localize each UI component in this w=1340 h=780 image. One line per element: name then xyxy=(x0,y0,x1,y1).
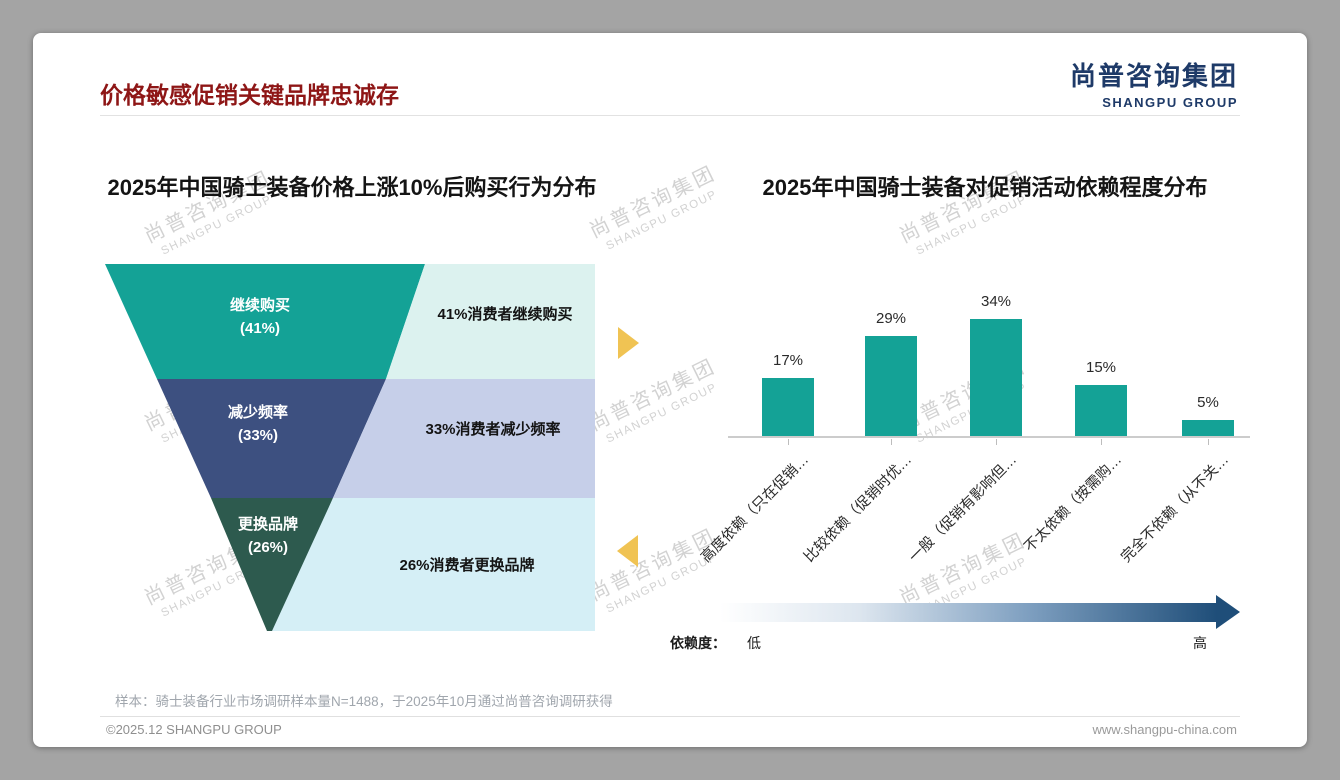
bar: 17% xyxy=(762,352,814,437)
logo-en-text: SHANGPU GROUP xyxy=(1102,95,1238,110)
funnel-segment-2-label: 减少频率 (33%) xyxy=(158,401,358,447)
bar-chart-title: 2025年中国骑士装备对促销活动依赖程度分布 xyxy=(762,175,1208,200)
bar-value-label: 29% xyxy=(875,310,907,327)
page-title: 价格敏感促销关键品牌忠诚存 xyxy=(100,82,399,108)
funnel-segment-2-pct: (33%) xyxy=(237,427,278,444)
triangle-right-icon xyxy=(618,327,639,359)
bar-value-label: 5% xyxy=(1197,394,1219,411)
funnel-annotation-bg-3 xyxy=(272,498,595,631)
x-axis-line xyxy=(728,436,1250,438)
funnel-segment-3-name: 更换品牌 xyxy=(237,516,298,533)
logo-cn-text: 尚普咨询集团 xyxy=(1069,61,1238,91)
axis-tick xyxy=(996,439,997,445)
footer-divider xyxy=(100,716,1240,717)
bar-chart: 17% 29% 34% 15% 5% 高度依赖（只在促销… 比较依赖（促销时优…… xyxy=(690,283,1260,613)
x-axis-label: 比较依赖（促销时优… xyxy=(801,451,916,566)
funnel-chart-title: 2025年中国骑士装备价格上涨10%后购买行为分布 xyxy=(107,175,597,200)
bar-value-label: 17% xyxy=(772,352,804,369)
funnel-chart: 继续购买 (41%) 减少频率 (33%) 更换品牌 (26%) 41%消费者继… xyxy=(100,261,600,633)
company-logo: 尚普咨询集团 SHANGPU GROUP xyxy=(1070,56,1238,110)
x-axis-label: 一般（促销有影响但… xyxy=(906,451,1021,566)
dependency-gradient-bar xyxy=(720,603,1217,622)
bar: 29% xyxy=(865,310,917,437)
dependency-axis-label: 依赖度： xyxy=(670,635,726,651)
funnel-segment-1-pct: (41%) xyxy=(239,320,280,337)
dependency-high-label: 高 xyxy=(1193,635,1207,651)
axis-tick xyxy=(891,439,892,445)
bar: 34% xyxy=(970,293,1022,437)
funnel-segment-3-pct: (26%) xyxy=(247,539,288,556)
funnel-segment-1-name: 继续购买 xyxy=(229,297,290,314)
dependency-low-label: 低 xyxy=(747,635,761,651)
triangle-left-icon xyxy=(617,535,638,567)
x-axis-label: 不太依赖（按需购… xyxy=(1021,451,1126,556)
funnel-annotation-1: 41%消费者继续购买 xyxy=(437,306,573,323)
dependency-gradient-arrowhead-icon xyxy=(1216,595,1240,629)
axis-tick xyxy=(1208,439,1209,445)
funnel-annotation-3: 26%消费者更换品牌 xyxy=(399,557,535,574)
x-axis-label: 高度依赖（只在促销… xyxy=(698,451,813,566)
bar: 15% xyxy=(1075,359,1127,437)
footer-copyright: ©2025.12 SHANGPU GROUP xyxy=(106,722,282,737)
axis-tick xyxy=(1101,439,1102,445)
funnel-segment-2-name: 减少频率 xyxy=(227,404,288,421)
funnel-annotation-bg-1 xyxy=(386,264,595,379)
funnel-annotation-2: 33%消费者减少频率 xyxy=(425,421,561,438)
sample-note: 样本：骑士装备行业市场调研样本量N=1488，于2025年10月通过尚普咨询调研… xyxy=(115,694,613,709)
funnel-segment-1 xyxy=(105,264,425,379)
bar-value-label: 15% xyxy=(1085,359,1117,376)
funnel-segment-1-label: 继续购买 (41%) xyxy=(160,294,360,340)
title-underline xyxy=(100,115,1240,116)
bar-chart-plot-area: 17% 29% 34% 15% 5% xyxy=(690,283,1260,438)
funnel-segment-3-label: 更换品牌 (26%) xyxy=(168,513,368,559)
bar-value-label: 34% xyxy=(980,293,1012,310)
axis-tick xyxy=(788,439,789,445)
x-axis-label: 完全不依赖（从不关… xyxy=(1118,451,1233,566)
footer-website: www.shangpu-china.com xyxy=(1092,722,1237,737)
bar: 5% xyxy=(1182,394,1234,437)
